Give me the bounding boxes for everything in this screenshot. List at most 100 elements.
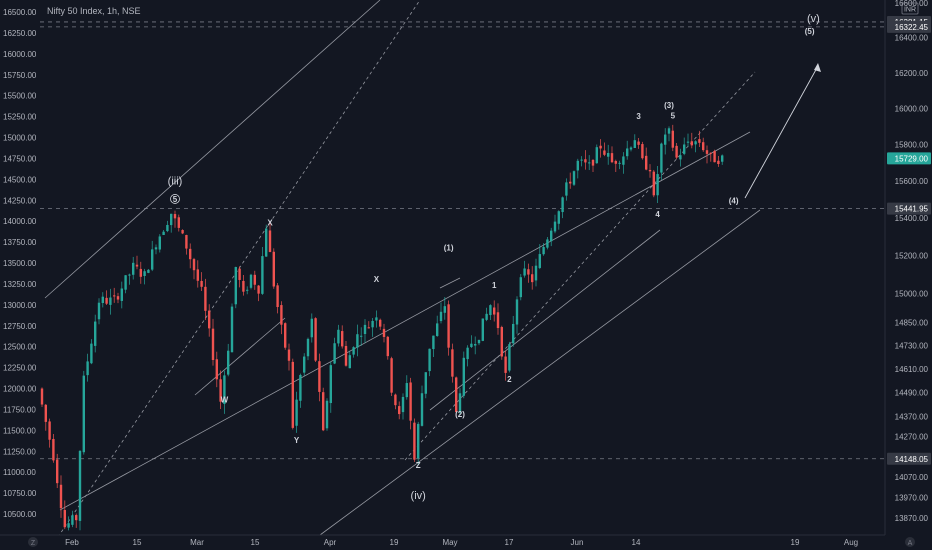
- left-axis-tick-label: 13000.00: [3, 301, 37, 310]
- left-axis-tick-label: 16500.00: [3, 8, 37, 17]
- candle-body: [333, 343, 336, 364]
- candle-body: [109, 297, 112, 305]
- candle-body: [474, 344, 477, 346]
- candle-body: [234, 267, 237, 305]
- scale-label-box[interactable]: INR: [901, 2, 919, 15]
- scale-label: INR: [904, 7, 916, 14]
- candle-body: [576, 160, 579, 171]
- candle-body: [569, 181, 572, 184]
- wave-label: (3): [664, 101, 674, 110]
- candle-body: [458, 393, 462, 413]
- candle-body: [485, 313, 488, 320]
- auto-scale-icon[interactable]: A: [905, 537, 915, 547]
- candle-body: [702, 142, 705, 151]
- candle-body: [208, 310, 211, 329]
- symbol-title[interactable]: Nifty 50 Index, 1h, NSE: [47, 6, 141, 16]
- candle-body: [105, 297, 108, 304]
- right-axis-tick-label: 14270.00: [895, 433, 929, 442]
- candle-body: [610, 153, 614, 163]
- time-axis-tick-label: Apr: [324, 538, 337, 547]
- candle-body: [413, 422, 416, 460]
- candle-body: [40, 388, 44, 405]
- candle-body: [519, 277, 522, 298]
- candle-body: [686, 141, 690, 143]
- candle-body: [284, 323, 287, 348]
- candle-body: [90, 343, 93, 364]
- candle-body: [531, 274, 534, 283]
- candle-body: [489, 305, 492, 316]
- time-axis-panel[interactable]: [0, 535, 932, 550]
- left-axis-tick-label: 13750.00: [3, 238, 37, 247]
- right-axis-panel[interactable]: [885, 0, 932, 550]
- candle-body: [626, 148, 629, 157]
- candle-body: [656, 174, 659, 196]
- candle-body: [557, 211, 560, 224]
- candle-body: [580, 159, 583, 161]
- candle-body: [546, 239, 549, 248]
- candle-body: [192, 259, 196, 271]
- left-axis-tick-label: 14500.00: [3, 175, 37, 184]
- candle-body: [679, 155, 682, 160]
- candle-body: [143, 271, 146, 277]
- candle-body: [249, 274, 253, 288]
- candle-body: [436, 323, 439, 336]
- candle-body: [390, 358, 393, 393]
- candle-body: [367, 327, 370, 329]
- candle-body: [439, 311, 443, 322]
- candle-body: [721, 155, 724, 162]
- candle-body: [683, 144, 686, 154]
- left-axis-tick-label: 11500.00: [3, 426, 36, 435]
- left-axis-tick-label: 11250.00: [3, 447, 36, 456]
- candle-body: [618, 162, 621, 164]
- candle-body: [550, 230, 553, 242]
- candle-body: [401, 396, 405, 413]
- candle-body: [664, 134, 667, 145]
- left-axis-tick-label: 16250.00: [3, 29, 37, 38]
- candle-body: [116, 296, 120, 300]
- wave-label: 5: [671, 111, 676, 120]
- candle-body: [432, 335, 435, 350]
- candle-body: [257, 285, 260, 294]
- candle-body: [508, 344, 511, 371]
- time-axis-tick-label: 15: [133, 538, 142, 547]
- wave-label: (4): [729, 197, 739, 206]
- candle-body: [538, 254, 541, 268]
- candle-body: [227, 350, 230, 375]
- left-axis-tick-label: 13500.00: [3, 259, 37, 268]
- left-axis-tick-label: 12750.00: [3, 322, 37, 331]
- wave-label: Z: [416, 461, 421, 470]
- time-axis: Feb 15 Mar 15 Apr 19 May 17 Jun 14 19 Aug: [65, 538, 858, 547]
- candle-body: [158, 236, 161, 250]
- right-axis-tick-label: 13970.00: [895, 493, 929, 502]
- candle-body: [398, 406, 401, 415]
- channel-line: [194, 317, 286, 396]
- candle-body: [348, 355, 351, 369]
- price-tag-box: [887, 20, 931, 33]
- candle-body: [477, 339, 481, 344]
- candle-body: [462, 357, 465, 396]
- candle-body: [272, 251, 275, 287]
- candle-body: [709, 152, 712, 154]
- candle-body: [527, 269, 530, 275]
- candle-body: [287, 349, 291, 361]
- candle-body: [523, 268, 526, 276]
- right-axis-tick-label: 16400.00: [895, 34, 929, 43]
- left-axis-tick-label: 15750.00: [3, 71, 37, 80]
- wave-label: X: [374, 275, 380, 284]
- candle-body: [595, 147, 598, 164]
- left-price-axis: 16500.00 16250.00 16000.00 15750.00 15500.00…: [3, 8, 37, 519]
- time-axis-tick-label: 19: [390, 538, 399, 547]
- candle-body: [128, 274, 131, 276]
- time-axis-tick-label: May: [442, 538, 457, 547]
- log-scale-toggle-icon[interactable]: Z: [28, 537, 38, 547]
- candle-body: [291, 361, 294, 428]
- candle-body: [645, 155, 648, 170]
- time-axis-tick-label: 19: [791, 538, 800, 547]
- candle-body: [515, 299, 519, 325]
- candle-body: [189, 248, 192, 260]
- candle-body: [705, 150, 709, 154]
- right-axis-tick-label: 15800.00: [895, 141, 929, 150]
